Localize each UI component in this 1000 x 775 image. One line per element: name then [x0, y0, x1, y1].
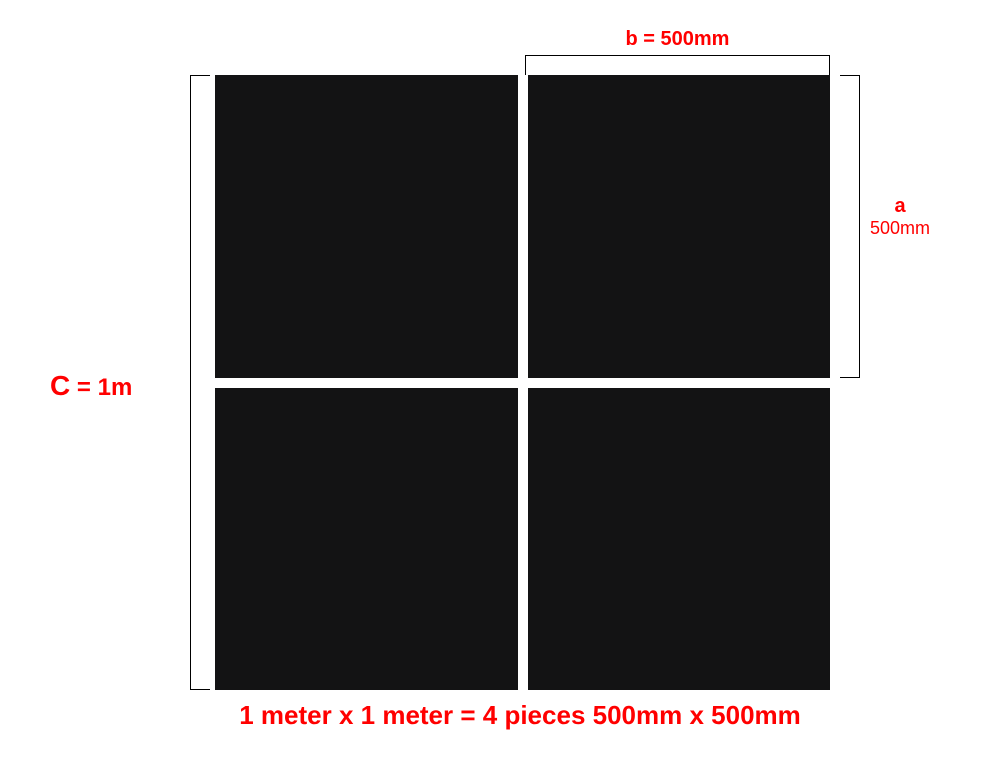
dimension-tick — [840, 75, 860, 76]
dimension-a-label: a 500mm — [870, 195, 930, 239]
dimension-c-value: = 1m — [77, 374, 132, 401]
dimension-line-vertical — [859, 75, 860, 378]
dimension-c-line — [190, 75, 210, 690]
diagram-caption: 1 meter x 1 meter = 4 pieces 500mm x 500… — [180, 700, 860, 731]
dimension-tick — [840, 377, 860, 378]
dimension-tick — [190, 75, 210, 76]
dimension-line-horizontal — [525, 55, 830, 56]
dimension-c-label: C = 1m — [50, 370, 132, 402]
tile-bottom-left — [215, 388, 518, 691]
dimension-tick — [190, 689, 210, 690]
dimension-b-line — [525, 55, 830, 75]
tile-top-right — [528, 75, 831, 378]
dimension-a-line — [840, 75, 860, 378]
tile-bottom-right — [528, 388, 831, 691]
dimension-line-vertical — [190, 75, 191, 690]
dimension-b-label: b = 500mm — [525, 28, 830, 51]
dimension-c-name: C — [50, 370, 70, 401]
dimension-tick — [829, 55, 830, 75]
dimension-a-value: 500mm — [870, 218, 930, 239]
tile-top-left — [215, 75, 518, 378]
dimension-tick — [525, 55, 526, 75]
dimension-a-name: a — [894, 195, 905, 217]
tile-grid — [215, 75, 830, 690]
